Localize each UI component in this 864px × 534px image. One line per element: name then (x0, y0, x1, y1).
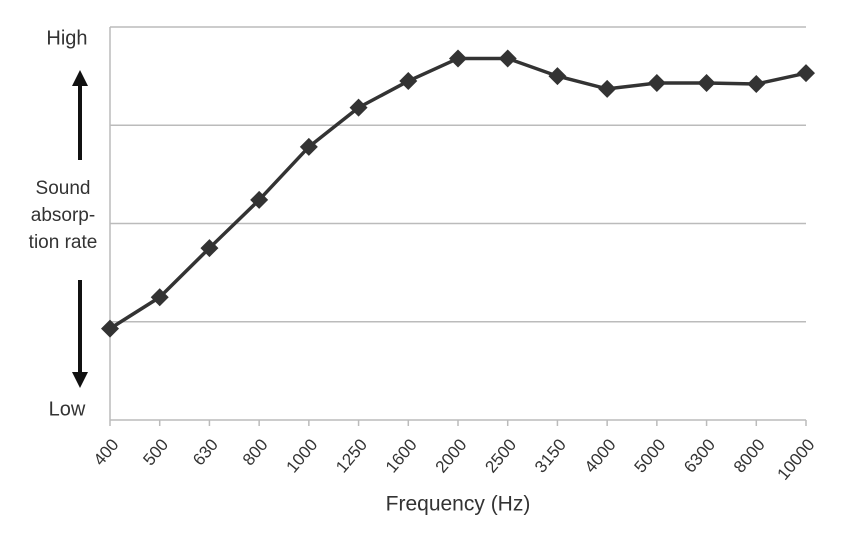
marker (598, 79, 617, 98)
marker (498, 49, 517, 68)
y-tick-label: High (46, 27, 87, 49)
x-tick-label: 10000 (774, 435, 819, 483)
marker (647, 74, 666, 93)
marker (101, 319, 119, 338)
x-tick-label: 3150 (531, 435, 570, 476)
marker (747, 74, 766, 93)
marker (299, 137, 318, 156)
y-tick-label: Low (49, 398, 86, 420)
marker (449, 49, 467, 68)
x-tick-label: 8000 (730, 435, 769, 476)
marker (150, 288, 169, 307)
x-tick-label: 2500 (481, 435, 520, 476)
y-axis-label: tion rate (29, 232, 98, 253)
y-axis-label: Sound (36, 178, 91, 199)
marker (349, 98, 368, 117)
x-tick-label: 4000 (581, 435, 620, 476)
y-axis-label: absorp- (31, 205, 95, 226)
marker (399, 72, 418, 91)
x-tick-label: 6300 (680, 435, 719, 476)
x-tick-label: 1250 (332, 435, 371, 476)
marker (200, 239, 219, 258)
x-axis-label: Frequency (Hz) (386, 493, 531, 516)
marker (697, 74, 716, 93)
marker (797, 64, 815, 83)
marker (548, 67, 567, 86)
x-tick-label: 630 (189, 435, 222, 469)
x-tick-label: 800 (239, 435, 272, 469)
marker (250, 190, 269, 209)
x-tick-label: 400 (90, 435, 123, 469)
x-tick-label: 2000 (432, 435, 471, 476)
x-tick-label: 1600 (382, 435, 421, 476)
x-tick-label: 1000 (282, 435, 321, 476)
line (109, 56, 807, 331)
x-tick-label: 5000 (630, 435, 669, 476)
x-tick-label: 500 (139, 435, 172, 469)
